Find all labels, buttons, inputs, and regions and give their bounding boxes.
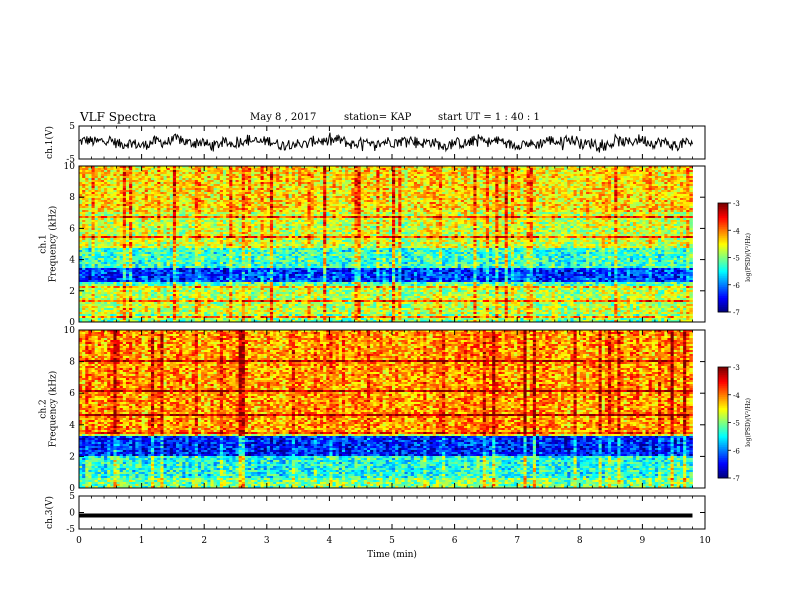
ch1-spectrogram-ytick-label: 8 — [69, 193, 75, 203]
ch1-spectrogram-colorbar-label: log(PSD)(V²/Hz) — [745, 233, 752, 282]
ch2-spectrogram-ytick-label: 2 — [69, 452, 75, 462]
ch1-spectrogram-ylabel: ch.1Frequency (kHz) — [39, 206, 59, 283]
ch1-spectrogram-colorbar-tick-label: -7 — [733, 309, 740, 317]
x-tick-label: 2 — [201, 536, 207, 546]
ch2-spectrogram-ytick-label: 6 — [69, 389, 75, 399]
ch1-waveform-line — [79, 133, 693, 153]
ch2-spectrogram-colorbar-tick-label: -3 — [733, 364, 740, 372]
x-tick-label: 9 — [640, 536, 646, 546]
ch3-waveform-ytick-label: 0 — [69, 509, 75, 519]
x-axis-label: Time (min) — [367, 549, 417, 560]
ch1-spectrogram-colorbar — [718, 203, 728, 312]
ch2-spectrogram-colorbar-tick-label: -4 — [733, 392, 740, 400]
ch2-spectrogram-ytick-label: 10 — [64, 326, 76, 336]
ch2-spectrogram-colorbar — [718, 367, 728, 478]
ch2-spectrogram-colorbar-label: log(PSD)(V²/Hz) — [745, 398, 752, 447]
ch3-waveform-ytick-label: -5 — [66, 525, 75, 535]
ch2-spectrogram-colorbar-tick-label: -5 — [733, 420, 740, 428]
ch2-spectrogram-ylabel: ch.2Frequency (kHz) — [39, 371, 59, 448]
x-tick-label: 5 — [389, 536, 395, 546]
ch2-spectrogram-ytick-label: 4 — [69, 421, 75, 431]
ch1-spectrogram-colorbar-tick-label: -4 — [733, 227, 740, 235]
ch1-spectrogram-colorbar-tick-label: -6 — [733, 282, 740, 290]
ch1-spectrogram-ytick-label: 6 — [69, 224, 75, 234]
ch1-spectrogram-colorbar-tick-label: -5 — [733, 255, 740, 263]
ch1-spectrogram-colorbar-tick-label: -3 — [733, 200, 740, 208]
x-tick-label: 7 — [514, 536, 520, 546]
ch1-waveform-ylabel: ch.1(V) — [44, 126, 55, 159]
ch1-spectrogram-ytick-label: 4 — [69, 256, 75, 266]
ch2-spectrogram-ytick-label: 8 — [69, 358, 75, 368]
x-tick-label: 1 — [139, 536, 145, 546]
ch1-waveform-ytick-label: 5 — [69, 122, 75, 132]
ch1-spectrogram-image — [79, 166, 693, 322]
ch1-spectrogram-ytick-label: 2 — [69, 287, 75, 297]
ch3-waveform-ylabel: ch.3(V) — [44, 496, 55, 529]
x-tick-label: 8 — [577, 536, 583, 546]
x-tick-label: 3 — [264, 536, 270, 546]
ch2-spectrogram-colorbar-tick-label: -6 — [733, 447, 740, 455]
x-tick-label: 0 — [76, 536, 82, 546]
ch3-waveform-ytick-label: 5 — [69, 492, 75, 502]
ch2-spectrogram-colorbar-tick-label: -7 — [733, 475, 740, 483]
ch1-spectrogram-ytick-label: 10 — [64, 162, 76, 172]
x-tick-label: 6 — [452, 536, 458, 546]
x-tick-label: 10 — [699, 536, 711, 546]
x-tick-label: 4 — [327, 536, 333, 546]
ch2-spectrogram-image — [79, 330, 693, 488]
